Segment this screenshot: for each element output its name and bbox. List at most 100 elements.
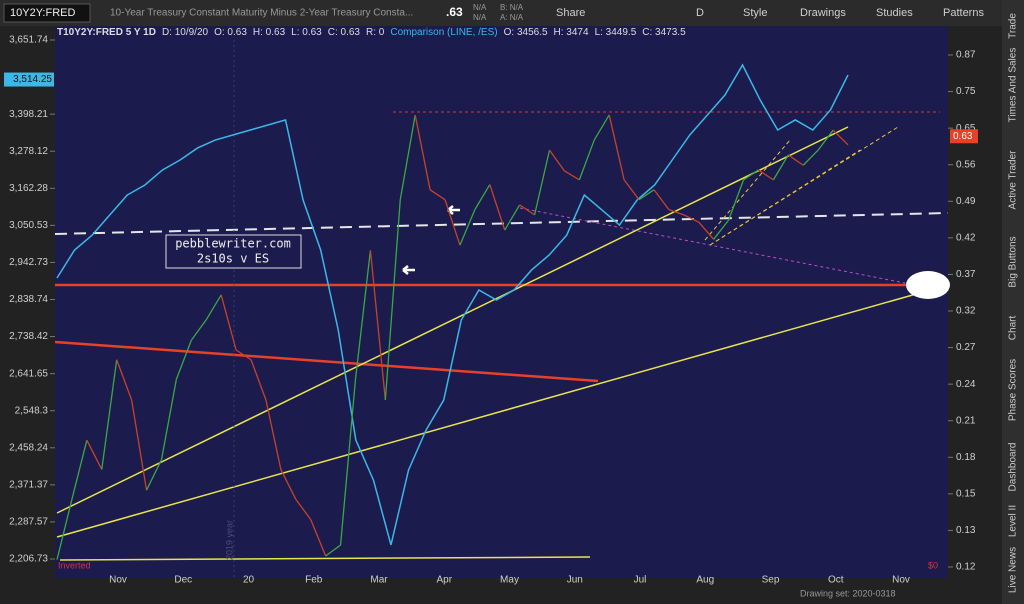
- x-tick-label: Dec: [174, 575, 192, 586]
- chart-header: T10Y2Y:FRED 5 Y 1D D: 10/9/20 O: 0.63 H:…: [57, 27, 686, 41]
- series-segment: [578, 139, 595, 181]
- y2-tick-label: 0.56: [956, 159, 976, 170]
- series-segment: [220, 294, 237, 351]
- header-item: L: 0.63: [291, 27, 322, 38]
- series-segment: [116, 359, 133, 401]
- annotation: 2019 year: [224, 520, 234, 560]
- series-segment: [250, 359, 267, 401]
- y2-tick-label: 0.65: [956, 123, 976, 134]
- x-axis-bg: [0, 578, 1002, 604]
- side-tab[interactable]: Trade: [1008, 13, 1019, 39]
- header-item: R: 0: [366, 27, 385, 38]
- comparison-item: H: 3474: [553, 27, 589, 38]
- series-segment: [683, 214, 700, 223]
- series-segment: [727, 179, 745, 221]
- y2-tick-label: 0.87: [956, 50, 976, 61]
- series-segment: [175, 340, 192, 380]
- toolbar-button[interactable]: Drawings: [800, 7, 846, 19]
- y2-tick-label: 0.18: [956, 452, 976, 463]
- x-tick-label: Aug: [696, 575, 714, 586]
- y2-tick-label: 0.27: [956, 342, 976, 353]
- series-segment: [504, 204, 521, 231]
- side-tab[interactable]: Dashboard: [1008, 443, 1019, 492]
- series-segment: [623, 179, 640, 201]
- series-segment: [832, 129, 849, 146]
- series-segment: [265, 399, 282, 470]
- status: Drawing set: 2020-0318: [800, 588, 896, 598]
- y-tick-label: 2,738.42: [9, 331, 48, 342]
- y-tick-label: 3,278.12: [9, 146, 48, 157]
- series-segment: [101, 359, 118, 470]
- price-tag: [4, 72, 54, 87]
- y-tick-label: 2,371.37: [9, 479, 48, 490]
- x-tick-label: Jun: [567, 575, 583, 586]
- y2-tick-label: 0.15: [956, 488, 976, 499]
- series-segment: [489, 184, 506, 231]
- series-segment: [56, 499, 73, 560]
- side-tab[interactable]: Live News: [1008, 547, 1019, 593]
- series-segment: [310, 519, 327, 557]
- x-tick-label: 20: [243, 575, 255, 586]
- x-tick-label: Feb: [305, 575, 323, 586]
- side-tab[interactable]: Chart: [1008, 316, 1019, 341]
- series-segment: [160, 379, 178, 460]
- side-tab[interactable]: Times And Sales: [1008, 48, 1019, 123]
- side-tab[interactable]: Active Trader: [1008, 150, 1019, 210]
- y2-tick-label: 0.24: [956, 379, 976, 390]
- comparison-name: Comparison (LINE, /ES): [390, 27, 498, 38]
- series-segment: [295, 498, 312, 520]
- sidebar: [1002, 0, 1024, 604]
- right-axis-bg: [948, 26, 1002, 578]
- price-tag-label: 3,514.25: [13, 74, 52, 85]
- side-tab[interactable]: Phase Scores: [1008, 359, 1019, 421]
- symbol[interactable]: 10Y2Y:FRED: [10, 7, 75, 19]
- series-segment: [354, 250, 372, 380]
- y-tick-label: 2,641.65: [9, 368, 48, 379]
- y2-tick-label: 0.12: [956, 562, 976, 573]
- toolbar-button[interactable]: Share: [556, 7, 585, 19]
- symbol-box[interactable]: [3, 3, 91, 23]
- study-name: T10Y2Y:FRED 5 Y 1D: [57, 27, 156, 38]
- header-item: O: 0.63: [214, 27, 247, 38]
- y-tick-label: 2,838.74: [9, 294, 48, 305]
- series-segment: [608, 114, 625, 181]
- series-segment: [369, 250, 386, 401]
- series-line: [56, 63, 849, 546]
- toolbar-button[interactable]: Style: [743, 7, 767, 19]
- series-segment: [71, 440, 88, 500]
- side-tab[interactable]: Big Buttons: [1008, 236, 1019, 287]
- y-tick-label: 3,398.21: [9, 109, 48, 120]
- series-segment: [548, 149, 565, 172]
- series-segment: [653, 189, 670, 211]
- series-segment: [519, 204, 535, 216]
- series-segment: [698, 221, 715, 240]
- drawings: [54, 40, 950, 578]
- y2-tick-label: 0.32: [956, 306, 976, 317]
- x-tick-label: Apr: [436, 575, 452, 586]
- quote: B: N/A: [500, 3, 524, 12]
- y2-tick-label: 0.49: [956, 196, 976, 207]
- header-item: H: 0.63: [252, 27, 286, 38]
- series-segment: [533, 149, 551, 216]
- series-segment: [459, 209, 476, 246]
- x-tick-label: Mar: [370, 575, 388, 586]
- y-tick-label: 2,942.73: [9, 257, 48, 268]
- toolbar: [0, 0, 1024, 26]
- x-tick-label: Nov: [892, 575, 910, 586]
- x-tick-label: Nov: [109, 575, 127, 586]
- series-segment: [758, 169, 774, 181]
- series-segment: [145, 459, 163, 491]
- comparison-item: C: 3473.5: [642, 27, 686, 38]
- side-tab[interactable]: Level II: [1008, 505, 1019, 537]
- series-segment: [593, 114, 610, 141]
- series-segment: [713, 219, 730, 240]
- y2-tick-label: 0.13: [956, 525, 976, 536]
- series-segment: [787, 154, 804, 166]
- toolbar-button[interactable]: Patterns: [943, 7, 984, 19]
- toolbar-button[interactable]: Studies: [876, 7, 913, 19]
- x-tick-label: Sep: [762, 575, 780, 586]
- comparison-item: L: 3449.5: [594, 27, 637, 38]
- toolbar-button[interactable]: D: [696, 7, 704, 19]
- quote: A: N/A: [500, 13, 524, 22]
- series-segment: [802, 149, 819, 166]
